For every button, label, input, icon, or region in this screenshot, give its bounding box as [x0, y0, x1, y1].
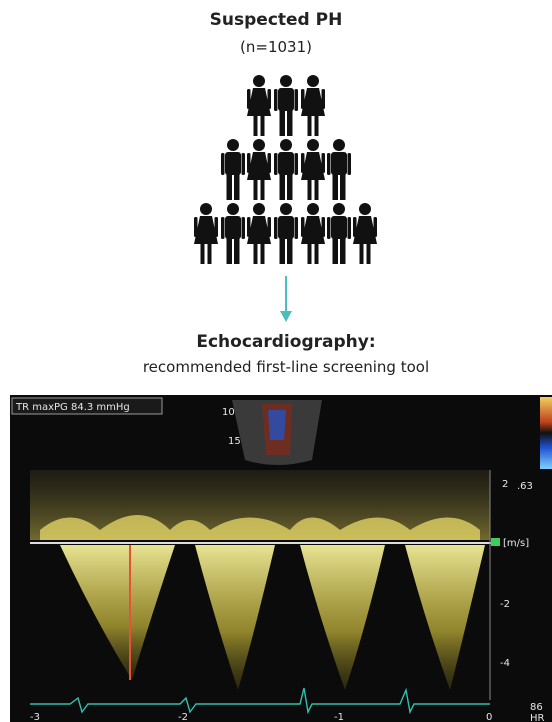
group-count: (n=1031): [240, 38, 312, 56]
group-title: Suspected PH: [210, 10, 343, 30]
hr-label: HR: [530, 713, 545, 722]
time-label: 0: [486, 712, 492, 722]
echo-image: TR maxPG 84.3 mmHg 10 15 2 .63 [m/s] -2 …: [10, 395, 552, 722]
step-subtitle: recommended first-line screening tool: [143, 358, 429, 376]
depth-label: 15: [228, 436, 241, 447]
hr-value: 86: [530, 702, 543, 713]
depth-label: 10: [222, 407, 235, 418]
people-icons: [194, 75, 377, 264]
time-label: -1: [334, 712, 344, 722]
time-label: -2: [178, 712, 188, 722]
scale-label: .63: [517, 481, 533, 492]
time-label: -3: [30, 712, 40, 722]
scale-label: 2: [502, 479, 508, 490]
arrow: [280, 276, 292, 322]
scale-label: -2: [500, 599, 510, 610]
scale-unit: [m/s]: [503, 538, 529, 549]
figure: Suspected PH (n=1031) Echocardiography: …: [0, 0, 552, 722]
scale-label: -4: [500, 658, 510, 669]
measurement: TR maxPG 84.3 mmHg: [15, 402, 130, 413]
step-title: Echocardiography:: [196, 332, 375, 352]
